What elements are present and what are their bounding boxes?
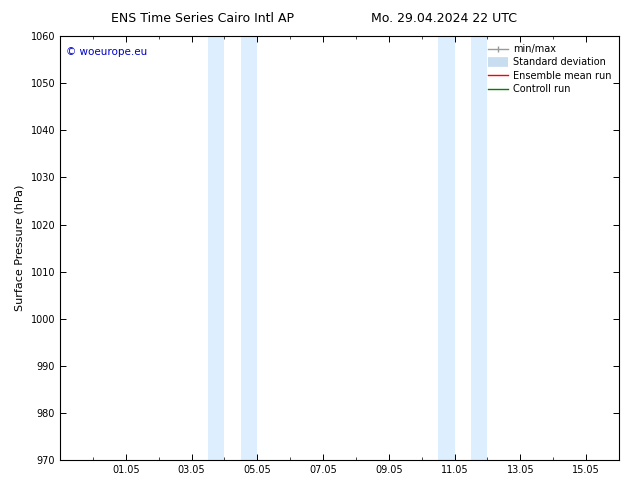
- Bar: [241, 36, 257, 460]
- Bar: [438, 36, 455, 460]
- Bar: [471, 36, 488, 460]
- Bar: [208, 36, 224, 460]
- Text: Mo. 29.04.2024 22 UTC: Mo. 29.04.2024 22 UTC: [371, 12, 517, 25]
- Legend: min/max, Standard deviation, Ensemble mean run, Controll run: min/max, Standard deviation, Ensemble me…: [486, 41, 614, 97]
- Text: ENS Time Series Cairo Intl AP: ENS Time Series Cairo Intl AP: [112, 12, 294, 25]
- Y-axis label: Surface Pressure (hPa): Surface Pressure (hPa): [15, 185, 25, 311]
- Text: © woeurope.eu: © woeurope.eu: [66, 47, 147, 57]
